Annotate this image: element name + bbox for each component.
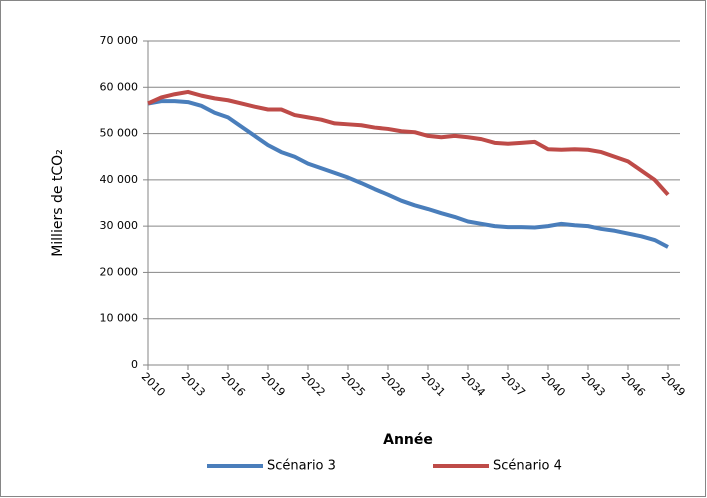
series-line [147,99,669,249]
y-axis-label: Milliers de tCO₂ [50,149,66,257]
x-axis-label: Année [383,432,433,448]
y-tick-label: 70 000 [100,34,139,47]
y-tick-label: 40 000 [100,173,139,186]
y-tick-label: 10 000 [100,312,139,325]
y-tick-label: 50 000 [100,127,139,140]
legend-label: Scénario 4 [493,459,562,474]
y-tick-label: 30 000 [100,219,139,232]
legend-label: Scénario 3 [267,459,336,474]
y-tick-label: 20 000 [100,265,139,278]
series-line [147,89,670,197]
y-tick-label: 60 000 [100,80,139,93]
y-tick-label: 0 [131,358,138,371]
